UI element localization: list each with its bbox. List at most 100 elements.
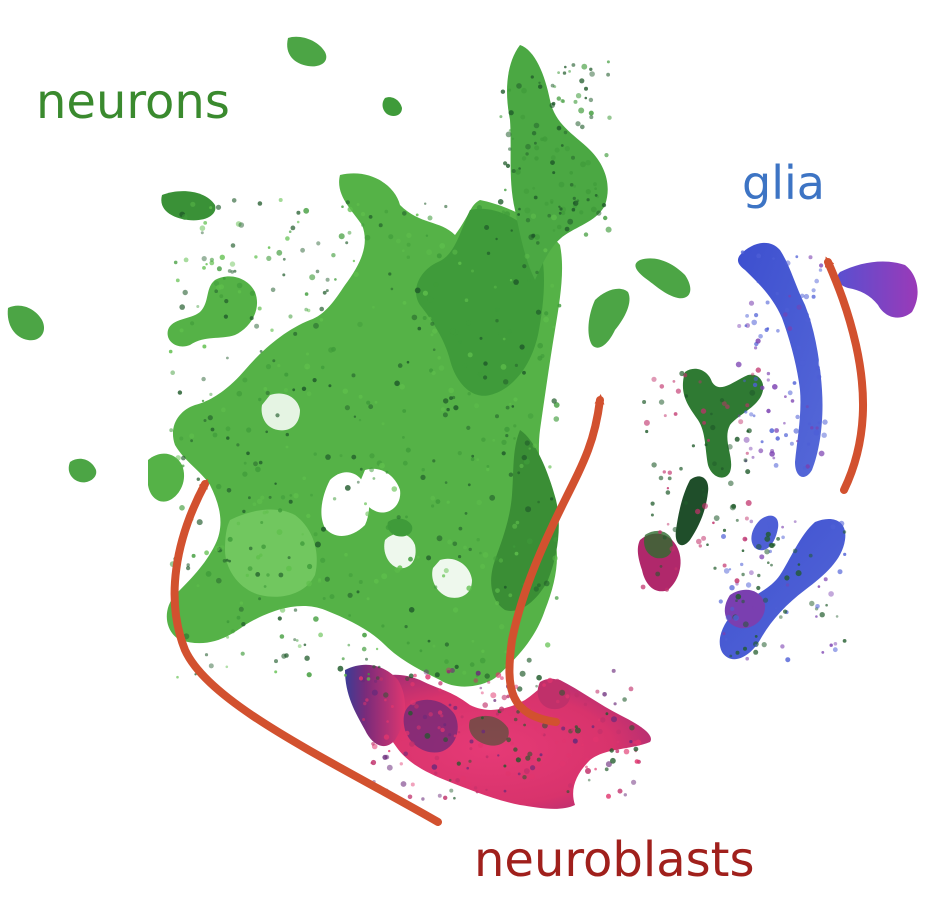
cell-point bbox=[202, 344, 207, 349]
cell-point bbox=[274, 659, 278, 664]
cell-point bbox=[719, 398, 725, 403]
cell-point bbox=[274, 482, 277, 485]
cell-point bbox=[593, 182, 597, 187]
cell-point bbox=[527, 751, 533, 757]
cell-point bbox=[768, 542, 774, 548]
cell-point bbox=[737, 414, 741, 418]
cell-point bbox=[796, 345, 801, 351]
cell-point bbox=[583, 702, 588, 707]
cell-point bbox=[448, 703, 452, 707]
cell-point bbox=[631, 779, 637, 785]
cell-point bbox=[597, 718, 601, 722]
cell-point bbox=[741, 549, 745, 552]
cell-point bbox=[408, 556, 413, 562]
cell-point bbox=[306, 513, 311, 519]
cell-point bbox=[176, 675, 179, 679]
cell-point bbox=[391, 486, 398, 492]
cell-point bbox=[535, 309, 542, 315]
cell-point bbox=[737, 624, 741, 628]
cell-point bbox=[356, 590, 360, 594]
cell-point bbox=[752, 606, 756, 610]
cell-point bbox=[743, 458, 748, 463]
cell-point bbox=[372, 477, 376, 480]
cell-point bbox=[673, 412, 678, 416]
cell-point bbox=[362, 718, 366, 721]
cell-point bbox=[606, 793, 611, 799]
cell-point bbox=[787, 390, 793, 396]
cell-point bbox=[413, 673, 417, 678]
cell-point bbox=[306, 352, 309, 356]
cell-point bbox=[407, 794, 413, 800]
cell-point bbox=[427, 215, 433, 221]
cell-point bbox=[568, 783, 573, 788]
cell-point bbox=[701, 535, 707, 541]
cell-point bbox=[700, 408, 707, 414]
cell-point bbox=[485, 788, 488, 792]
cell-point bbox=[257, 201, 263, 206]
cell-point bbox=[706, 543, 709, 546]
cell-point bbox=[504, 188, 507, 192]
cell-point bbox=[495, 212, 500, 217]
cell-point bbox=[463, 545, 467, 550]
cell-point bbox=[784, 575, 790, 581]
cell-point bbox=[408, 607, 415, 613]
cell-point bbox=[179, 505, 185, 511]
cell-point bbox=[795, 255, 799, 259]
cell-point bbox=[589, 71, 595, 77]
cell-point bbox=[201, 376, 206, 382]
cell-point bbox=[405, 447, 411, 453]
cell-point bbox=[495, 307, 500, 312]
cell-point bbox=[800, 293, 805, 298]
cell-point bbox=[483, 375, 488, 380]
cell-point bbox=[741, 572, 745, 577]
cell-point bbox=[361, 646, 367, 652]
cell-point bbox=[190, 321, 195, 326]
cell-point bbox=[204, 653, 209, 657]
cell-point bbox=[749, 412, 754, 417]
cell-point bbox=[575, 93, 582, 99]
cell-point bbox=[254, 323, 260, 329]
cell-point bbox=[209, 257, 214, 262]
cell-point bbox=[523, 723, 526, 727]
cell-point bbox=[281, 653, 287, 659]
cell-point bbox=[212, 432, 218, 438]
cell-point bbox=[552, 229, 556, 232]
cell-point bbox=[784, 433, 788, 438]
cell-point bbox=[740, 649, 745, 653]
cell-point bbox=[502, 337, 506, 341]
cell-point bbox=[444, 659, 449, 664]
cell-point bbox=[616, 740, 620, 744]
cell-point bbox=[613, 702, 617, 706]
cell-point bbox=[570, 728, 574, 732]
cell-point bbox=[568, 70, 571, 73]
cell-point bbox=[481, 716, 484, 720]
cell-point bbox=[427, 639, 431, 643]
cell-point bbox=[282, 257, 286, 261]
cell-point bbox=[556, 125, 562, 131]
cell-point bbox=[552, 171, 556, 175]
cell-point bbox=[550, 155, 556, 161]
cell-point bbox=[797, 545, 801, 549]
cell-point bbox=[702, 421, 706, 425]
cell-point bbox=[383, 734, 390, 740]
cell-point bbox=[203, 419, 207, 422]
cell-point bbox=[513, 397, 518, 402]
cell-point bbox=[561, 726, 566, 731]
cell-point bbox=[585, 189, 591, 195]
cell-point bbox=[743, 646, 747, 651]
cell-point bbox=[482, 552, 489, 558]
cell-point bbox=[493, 699, 497, 702]
neuron-cluster-main bbox=[166, 45, 608, 687]
cell-point bbox=[322, 290, 327, 295]
cell-point bbox=[422, 290, 428, 296]
cell-point bbox=[258, 460, 263, 465]
cell-point bbox=[426, 555, 432, 561]
cell-point bbox=[403, 751, 409, 757]
cell-point bbox=[285, 432, 289, 437]
cell-point bbox=[438, 688, 442, 692]
cell-point bbox=[516, 710, 520, 714]
cell-point bbox=[462, 363, 468, 368]
cell-point bbox=[182, 289, 188, 296]
cell-point bbox=[352, 259, 356, 263]
cell-point bbox=[797, 563, 801, 566]
